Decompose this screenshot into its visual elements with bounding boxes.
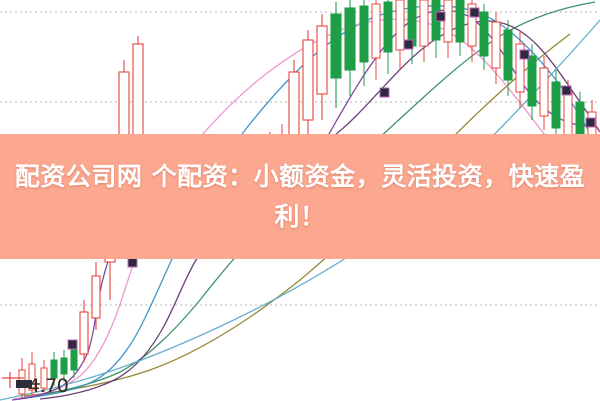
candle-group-advance-green	[330, 0, 356, 108]
ma20-line	[17, 5, 600, 400]
ma10-line	[13, 18, 600, 400]
price-pointer-marker	[2, 372, 40, 388]
ad-line-1: 配资公司网 个配资：小额资金，灵活投资，快速盈	[14, 161, 586, 191]
advertisement-text: 配资公司网 个配资：小额资金，灵活投资，快速盈 利！	[6, 157, 594, 237]
candle-group-left-green	[50, 340, 78, 386]
ad-line-2: 利！	[274, 201, 326, 231]
ma60-line	[23, 33, 571, 397]
price-axis-label: 4.70	[28, 375, 69, 397]
advertisement-banner[interactable]: 配资公司网 个配资：小额资金，灵活投资，快速盈 利！	[0, 134, 600, 259]
